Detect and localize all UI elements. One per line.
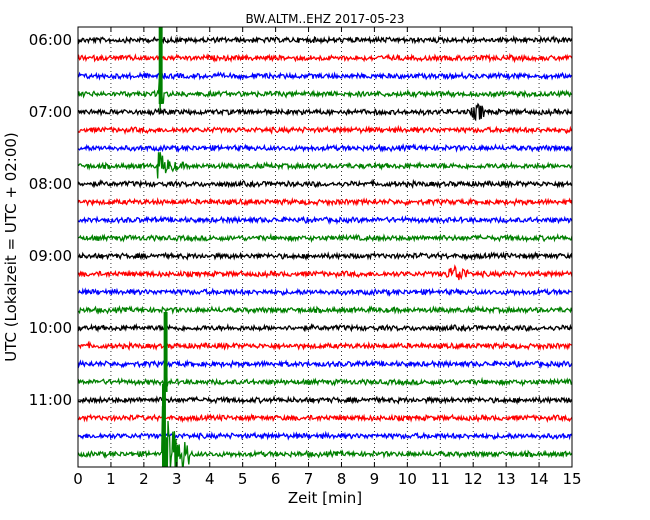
x-tick-label: 11: [431, 470, 450, 488]
y-tick-label: 08:00: [29, 175, 72, 193]
x-tick-label: 15: [562, 470, 581, 488]
event-burst: [163, 312, 168, 392]
trace-0915: [78, 264, 572, 281]
trace-1030: [78, 358, 572, 369]
x-axis-label: Zeit [min]: [288, 489, 362, 507]
event-burst: [161, 384, 166, 467]
trace-1045: [78, 356, 572, 413]
trace-0800: [78, 178, 572, 189]
y-tick-label: 10:00: [29, 319, 72, 337]
trace-1145: [78, 406, 572, 467]
plot-frame: [77, 26, 573, 468]
x-tick-label: 13: [497, 470, 516, 488]
trace-0745: [78, 151, 572, 179]
x-tick-label: 8: [337, 470, 347, 488]
y-axis-ticks: 06:00 07:00 08:00 09:00 10:00 11:00: [29, 31, 572, 409]
y-axis-label: UTC (Lokalzeit = UTC + 02:00): [2, 132, 20, 362]
trace-0845: [78, 232, 572, 244]
x-tick-label: 2: [139, 470, 149, 488]
x-tick-label: 10: [398, 470, 417, 488]
y-tick-label: 09:00: [29, 247, 72, 265]
chart-title: BW.ALTM..EHZ 2017-05-23: [245, 12, 404, 26]
event-burst: [158, 27, 163, 104]
trace-0930: [78, 287, 572, 297]
x-tick-label: 14: [530, 470, 549, 488]
trace-1100: [78, 395, 572, 406]
x-tick-label: 5: [238, 470, 248, 488]
x-tick-label: 7: [304, 470, 314, 488]
x-axis-ticks: 0 1 2 3 4 5 6 7 8 9 10 11 12 13 14 15: [73, 27, 582, 488]
trace-0900: [78, 250, 572, 262]
x-tick-label: 9: [370, 470, 380, 488]
trace-1115: [78, 413, 572, 424]
x-tick-label: 3: [172, 470, 182, 488]
y-tick-label: 06:00: [29, 31, 72, 49]
y-tick-label: 07:00: [29, 103, 72, 121]
trace-0700: [78, 102, 572, 122]
x-tick-label: 1: [106, 470, 116, 488]
trace-0815: [78, 197, 572, 207]
trace-1000: [78, 322, 572, 333]
trace-0945: [78, 304, 572, 315]
traces-group: [78, 27, 572, 467]
x-tick-label: 12: [464, 470, 483, 488]
x-tick-label: 4: [205, 470, 215, 488]
x-tick-label: 6: [271, 470, 281, 488]
grid-lines: [110, 27, 540, 467]
y-tick-label: 11:00: [29, 391, 72, 409]
trace-1015: [78, 340, 572, 351]
trace-1130: [78, 430, 572, 441]
trace-0715: [78, 124, 572, 135]
trace-0830: [78, 214, 572, 226]
x-tick-label: 0: [73, 470, 83, 488]
trace-0730: [78, 142, 572, 153]
